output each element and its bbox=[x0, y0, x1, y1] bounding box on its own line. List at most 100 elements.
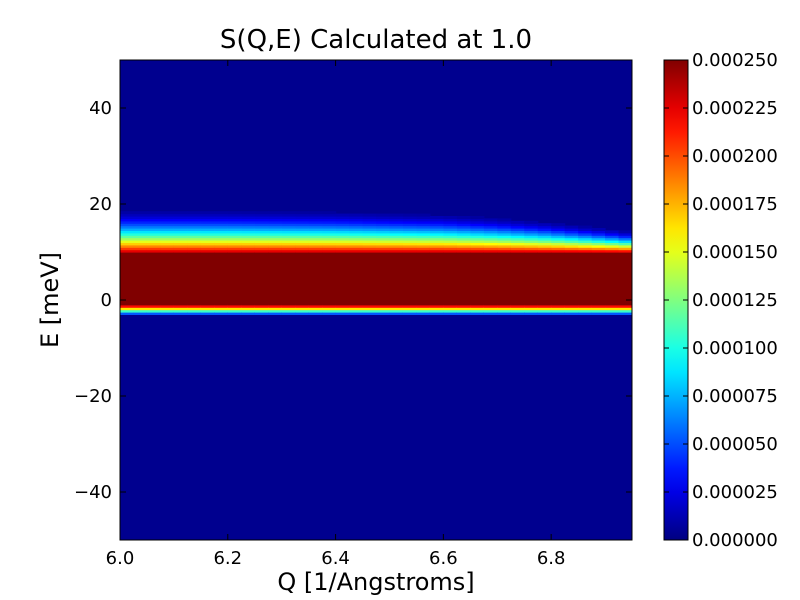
heatmap-cell bbox=[322, 285, 337, 289]
heatmap-cell bbox=[483, 235, 498, 239]
heatmap-cell bbox=[510, 304, 525, 308]
heatmap-cell bbox=[295, 271, 310, 275]
heatmap-cell bbox=[295, 213, 310, 217]
heatmap-cell bbox=[564, 309, 579, 313]
heatmap-cell bbox=[295, 285, 310, 289]
heatmap-cell bbox=[120, 252, 135, 255]
heatmap-cell bbox=[591, 259, 606, 263]
heatmap-cell bbox=[551, 252, 566, 255]
heatmap-cell bbox=[335, 297, 350, 301]
heatmap-cell bbox=[429, 278, 444, 282]
heatmap-cell bbox=[120, 237, 135, 241]
heatmap-cell bbox=[591, 247, 606, 251]
heatmap-cell bbox=[160, 235, 175, 239]
heatmap-cell bbox=[227, 225, 242, 229]
heatmap-cell bbox=[120, 276, 135, 279]
heatmap-cell bbox=[214, 292, 229, 296]
heatmap-cell bbox=[591, 232, 606, 236]
heatmap-cell bbox=[483, 295, 498, 299]
heatmap-cell bbox=[551, 290, 566, 294]
heatmap-cell bbox=[402, 228, 418, 231]
heatmap-cell bbox=[322, 211, 337, 215]
heatmap-cell bbox=[510, 244, 525, 248]
heatmap-cell bbox=[133, 261, 148, 265]
heatmap-cell bbox=[389, 297, 404, 301]
heatmap-cell bbox=[214, 276, 229, 279]
heatmap-cell bbox=[537, 228, 552, 231]
heatmap-cell bbox=[443, 249, 458, 253]
colorbar-tick-label: 0.000225 bbox=[692, 98, 778, 119]
heatmap-cell bbox=[591, 230, 606, 234]
heatmap-cell bbox=[605, 244, 620, 248]
heatmap-cell bbox=[133, 242, 148, 246]
heatmap-cell bbox=[308, 244, 323, 248]
heatmap-cell bbox=[133, 309, 148, 313]
heatmap-cell bbox=[416, 240, 431, 243]
heatmap-cell bbox=[456, 309, 471, 313]
heatmap-cell bbox=[173, 309, 188, 313]
heatmap-cell bbox=[241, 302, 256, 306]
heatmap-cell bbox=[214, 237, 229, 241]
heatmap-cell bbox=[524, 244, 539, 248]
heatmap-cell bbox=[173, 213, 188, 217]
heatmap-cell bbox=[402, 225, 418, 229]
heatmap-cell bbox=[187, 252, 202, 255]
heatmap-cell bbox=[591, 312, 606, 315]
heatmap-cell bbox=[214, 266, 229, 270]
heatmap-cell bbox=[349, 285, 364, 289]
heatmap-cell bbox=[402, 307, 418, 311]
heatmap-cell bbox=[335, 225, 350, 229]
heatmap-cell bbox=[308, 232, 323, 236]
heatmap-cell bbox=[524, 225, 539, 229]
heatmap-cell bbox=[416, 273, 431, 277]
heatmap-cell bbox=[618, 295, 632, 299]
heatmap-cell bbox=[564, 247, 579, 251]
heatmap-cell bbox=[349, 273, 364, 277]
heatmap-cell bbox=[402, 237, 418, 241]
heatmap-cell bbox=[120, 304, 135, 308]
heatmap-cell bbox=[254, 256, 269, 260]
heatmap-cell bbox=[322, 276, 337, 279]
heatmap-cell bbox=[187, 312, 202, 315]
heatmap-cell bbox=[564, 266, 579, 270]
heatmap-cell bbox=[160, 240, 175, 243]
heatmap-cell bbox=[349, 249, 364, 253]
heatmap-cell bbox=[510, 309, 525, 313]
heatmap-cell bbox=[214, 228, 229, 231]
heatmap-cell bbox=[389, 242, 404, 246]
heatmap-cell bbox=[456, 225, 471, 229]
heatmap-cell bbox=[187, 218, 202, 222]
heatmap-cell bbox=[578, 244, 593, 248]
heatmap-cell bbox=[497, 242, 512, 246]
heatmap-cell bbox=[200, 242, 215, 246]
heatmap-cell bbox=[497, 300, 512, 303]
heatmap-cell bbox=[241, 292, 256, 296]
heatmap-cell bbox=[322, 259, 337, 263]
heatmap-cell bbox=[295, 297, 310, 301]
heatmap-cell bbox=[470, 216, 485, 219]
heatmap-cell bbox=[618, 261, 632, 265]
heatmap-cell bbox=[564, 228, 579, 231]
heatmap-cell bbox=[160, 302, 175, 306]
heatmap-cell bbox=[214, 297, 229, 301]
heatmap-cell bbox=[564, 244, 579, 248]
heatmap-cell bbox=[483, 237, 498, 241]
heatmap-cell bbox=[578, 254, 593, 258]
heatmap-cell bbox=[268, 216, 283, 219]
heatmap-cell bbox=[173, 244, 188, 248]
heatmap-cell bbox=[322, 232, 337, 236]
heatmap-cell bbox=[268, 295, 283, 299]
heatmap-cell bbox=[564, 242, 579, 246]
heatmap-cell bbox=[281, 309, 296, 313]
heatmap-cell bbox=[120, 235, 135, 239]
heatmap-cell bbox=[120, 280, 135, 284]
heatmap-cell bbox=[389, 283, 404, 287]
heatmap-cell bbox=[578, 309, 593, 313]
heatmap-cell bbox=[376, 244, 391, 248]
heatmap-cell bbox=[591, 278, 606, 282]
heatmap-cell bbox=[591, 285, 606, 289]
heatmap-cell bbox=[349, 223, 364, 227]
heatmap-cell bbox=[376, 307, 391, 311]
heatmap-cell bbox=[241, 268, 256, 272]
heatmap-cell bbox=[322, 218, 337, 222]
